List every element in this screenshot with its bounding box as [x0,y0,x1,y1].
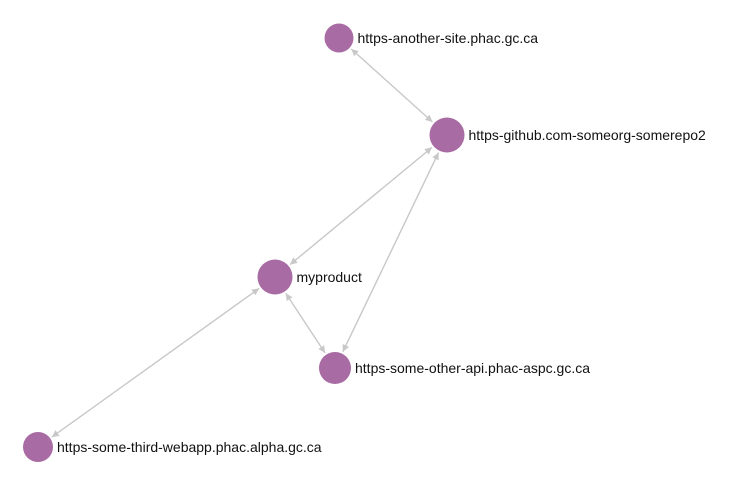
edge-github-myproduct [289,146,433,266]
edge-another-site-github [350,48,433,123]
node-circle[interactable] [23,432,53,462]
edge-myproduct-third-webapp [51,287,260,438]
arrowhead-to-other-api-from-myproduct [318,345,326,353]
arrowhead-to-github-from-another-site [424,114,433,122]
arrowhead-to-myproduct-from-third-webapp [251,288,260,296]
arrowhead-to-third-webapp-from-myproduct [51,430,60,438]
node-other-api[interactable]: https-some-other-api.phac-aspc.gc.ca [319,352,590,384]
node-another-site[interactable]: https-another-site.phac.gc.ca [324,23,539,53]
arrowhead-to-github-from-other-api [432,152,439,161]
node-label: myproduct [297,269,362,285]
arrowhead-to-myproduct-from-other-api [285,293,293,302]
node-circle[interactable] [319,352,351,384]
arrowhead-to-github-from-myproduct [424,147,432,155]
node-third-webapp[interactable]: https-some-third-webapp.phac.alpha.gc.ca [23,432,322,462]
nodes-layer: https-another-site.phac.gc.ca https-githu… [23,23,707,462]
edges-layer [51,48,440,438]
node-circle[interactable] [257,259,293,295]
node-label: https-github.com-someorg-somerepo2 [469,127,707,143]
node-label: https-some-other-api.phac-aspc.gc.ca [355,360,590,376]
edge-github-other-api [342,152,440,353]
node-circle[interactable] [429,117,465,153]
node-label: https-another-site.phac.gc.ca [358,30,539,46]
node-myproduct[interactable]: myproduct [257,259,362,295]
node-github[interactable]: https-github.com-someorg-somerepo2 [429,117,707,153]
node-circle[interactable] [324,23,354,53]
edge-myproduct-other-api [285,292,326,354]
arrowhead-to-another-site-from-github [351,49,359,57]
arrowhead-to-myproduct-from-github [290,257,298,265]
node-label: https-some-third-webapp.phac.alpha.gc.ca [57,439,322,455]
arrowhead-to-other-api-from-github [342,343,349,352]
